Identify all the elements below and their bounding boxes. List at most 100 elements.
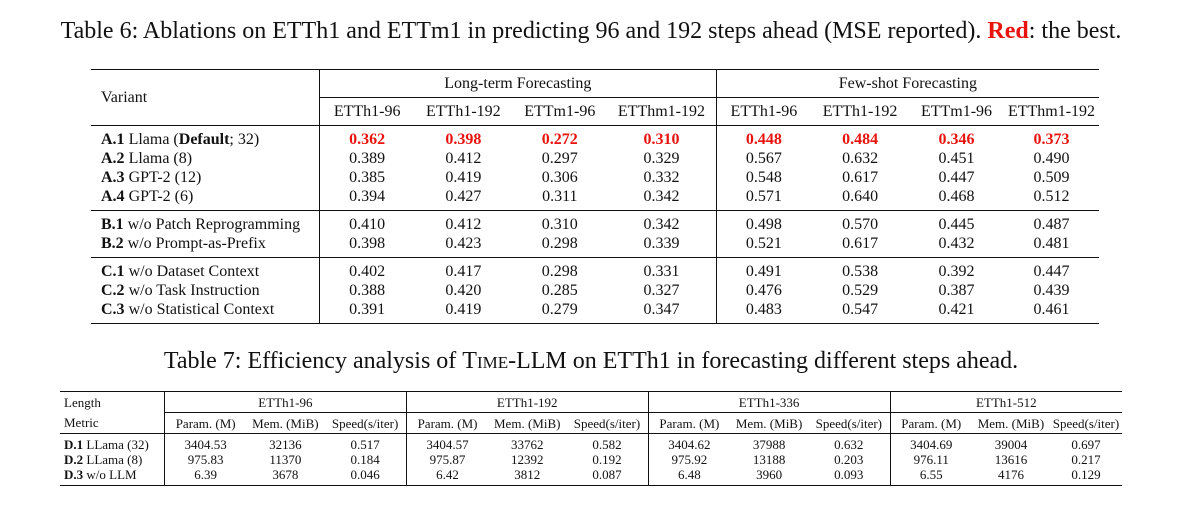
- table-cell: 976.11: [889, 452, 972, 467]
- table-cell: 0.419: [445, 169, 482, 186]
- row-label: D.2 LLama (8): [60, 452, 164, 467]
- table-cell: 0.298: [541, 235, 578, 252]
- table-cell: 0.432: [938, 235, 975, 252]
- variant-name-bold: Default: [178, 131, 230, 148]
- table-cell: 3404.62: [647, 433, 731, 452]
- table-cell: 0.567: [715, 149, 812, 168]
- table-cell: 0.491: [715, 257, 812, 281]
- variant-name: Llama (: [128, 131, 179, 148]
- table-cell: 0.420: [445, 282, 482, 299]
- metric-column-header: Param. (M): [889, 412, 972, 434]
- table-cell: 0.184: [350, 452, 380, 467]
- metric-column-header: Param. (M): [163, 412, 247, 434]
- ablation-table: Variant Long-term Forecasting Few-shot F…: [91, 69, 1099, 324]
- column-header: ETTh1-192: [426, 103, 501, 120]
- row-id: D.2: [64, 452, 84, 467]
- table-cell: 0.129: [1049, 467, 1122, 486]
- table-cell: 0.192: [592, 452, 622, 467]
- table-cell: 0.394: [318, 187, 415, 211]
- table-cell: 0.427: [445, 188, 482, 205]
- variant-label: A.1 Llama (Default; 32): [91, 125, 320, 149]
- table-cell: 32136: [246, 433, 325, 452]
- group-header: ETTh1-96: [163, 391, 407, 413]
- row-label: D.3 w/o LLM: [60, 467, 165, 486]
- table-cell: 0.447: [1003, 257, 1099, 281]
- table-cell: 0.582: [566, 433, 649, 452]
- table-cell: 0.412: [414, 210, 513, 234]
- table-cell: 0.570: [811, 210, 910, 234]
- table-cell: 0.347: [607, 300, 717, 324]
- table-cell: 3812: [488, 467, 567, 486]
- group-header-few-shot: Few-shot Forecasting: [715, 69, 1099, 98]
- table-cell: 0.509: [1033, 169, 1070, 186]
- variant-label: A.3 GPT-2 (12): [91, 168, 319, 187]
- variant-header: Variant: [91, 69, 320, 126]
- metric-column-header: Param. (M): [647, 412, 731, 434]
- row-id: D.3: [64, 467, 84, 482]
- column-header: ETTm1-96: [524, 103, 596, 120]
- metric-column-header: Param. (M): [405, 412, 489, 434]
- table-cell: 0.417: [414, 257, 513, 281]
- table-cell: 0.346: [909, 125, 1004, 149]
- variant-name: Llama (8): [128, 150, 193, 167]
- table-cell: 0.310: [512, 210, 608, 234]
- table-cell: 0.310: [607, 125, 717, 149]
- table-row: C.2 w/o Task Instruction 0.388 0.420 0.285 0…: [91, 281, 1099, 300]
- table7-caption-model: Time-LLM: [462, 348, 567, 374]
- length-header: Length: [60, 391, 165, 413]
- table-cell: 3678: [246, 467, 325, 486]
- variant-name: w/o Task Instruction: [128, 282, 260, 299]
- table-cell: 0.093: [808, 467, 891, 486]
- table-cell: 3404.53: [163, 433, 247, 452]
- table-cell: 11370: [269, 452, 302, 467]
- variant-id: B.1: [101, 216, 124, 233]
- table-cell: 0.423: [445, 235, 482, 252]
- table-cell: 3960: [730, 467, 809, 486]
- table-cell: 0.410: [318, 210, 415, 234]
- metric-column-header: Speed(s/iter): [331, 415, 399, 431]
- table-cell: 0.285: [541, 282, 578, 299]
- group-header: ETTh1-512: [889, 391, 1122, 413]
- table6-caption-suffix: : the best.: [1028, 18, 1122, 44]
- table-cell: 0.529: [842, 282, 879, 299]
- table-cell: 0.447: [938, 169, 975, 186]
- column-header: ETTh1-96: [318, 97, 415, 126]
- row-name: w/o LLM: [86, 467, 137, 482]
- variant-name: w/o Patch Reprogramming: [127, 216, 301, 233]
- metric-column-header: Mem. (MiB): [494, 415, 561, 431]
- table-cell: 0.419: [414, 300, 513, 324]
- table6-caption-prefix: Table 6: Ablations on ETTh1 and ETTm1 in…: [60, 18, 982, 44]
- table-cell: 0.391: [318, 300, 415, 324]
- metric-column-header: Speed(s/iter): [1052, 415, 1120, 431]
- table-cell: 975.92: [647, 452, 731, 467]
- table-cell: 13188: [752, 452, 786, 467]
- table-cell: 6.39: [163, 467, 247, 486]
- table-cell: 0.203: [834, 452, 864, 467]
- table-row: D.3 w/o LLM 6.39 3678 0.046 6.42 3812 0.087 6.4…: [60, 467, 1122, 486]
- table-cell: 0.398: [318, 234, 415, 258]
- table7-caption-suffix: on ETTh1 in forecasting different steps …: [566, 348, 1019, 374]
- column-header: ETTm1-96: [920, 103, 993, 120]
- table-cell: 0.483: [715, 300, 812, 324]
- table-row: B.1 w/o Patch Reprogramming 0.410 0.412 0.3…: [91, 210, 1099, 234]
- table-cell: 33762: [488, 433, 567, 452]
- table-cell: 0.498: [715, 210, 812, 234]
- variant-label: C.2 w/o Task Instruction: [91, 281, 319, 300]
- metric-column-header: Mem. (MiB): [735, 415, 803, 431]
- table-cell: 0.632: [808, 433, 891, 452]
- table-cell: 0.306: [541, 169, 578, 186]
- table-cell: 39004: [971, 433, 1050, 452]
- table-row: D.1 LLama (32) 3404.53 32136 0.517 3404.57 33…: [60, 433, 1122, 452]
- efficiency-table: Length ETTh1-96 ETTh1-192 ETTh1-336 ETTh1-51…: [60, 391, 1122, 486]
- table-cell: 975.87: [405, 452, 489, 467]
- table-cell: 0.389: [318, 149, 415, 168]
- row-name: LLama (32): [86, 437, 149, 452]
- variant-name-rest: ; 32): [229, 131, 260, 148]
- variant-label: C.3 w/o Statistical Context: [91, 300, 320, 324]
- table-row: A.1 Llama (Default; 32) 0.362 0.398 0.272 0.…: [91, 125, 1099, 149]
- table-cell: 0.632: [842, 150, 879, 167]
- table-cell: 0.342: [643, 188, 680, 205]
- table-cell: 0.412: [445, 150, 482, 167]
- table-cell: 0.468: [938, 188, 975, 205]
- table-cell: 0.279: [512, 300, 608, 324]
